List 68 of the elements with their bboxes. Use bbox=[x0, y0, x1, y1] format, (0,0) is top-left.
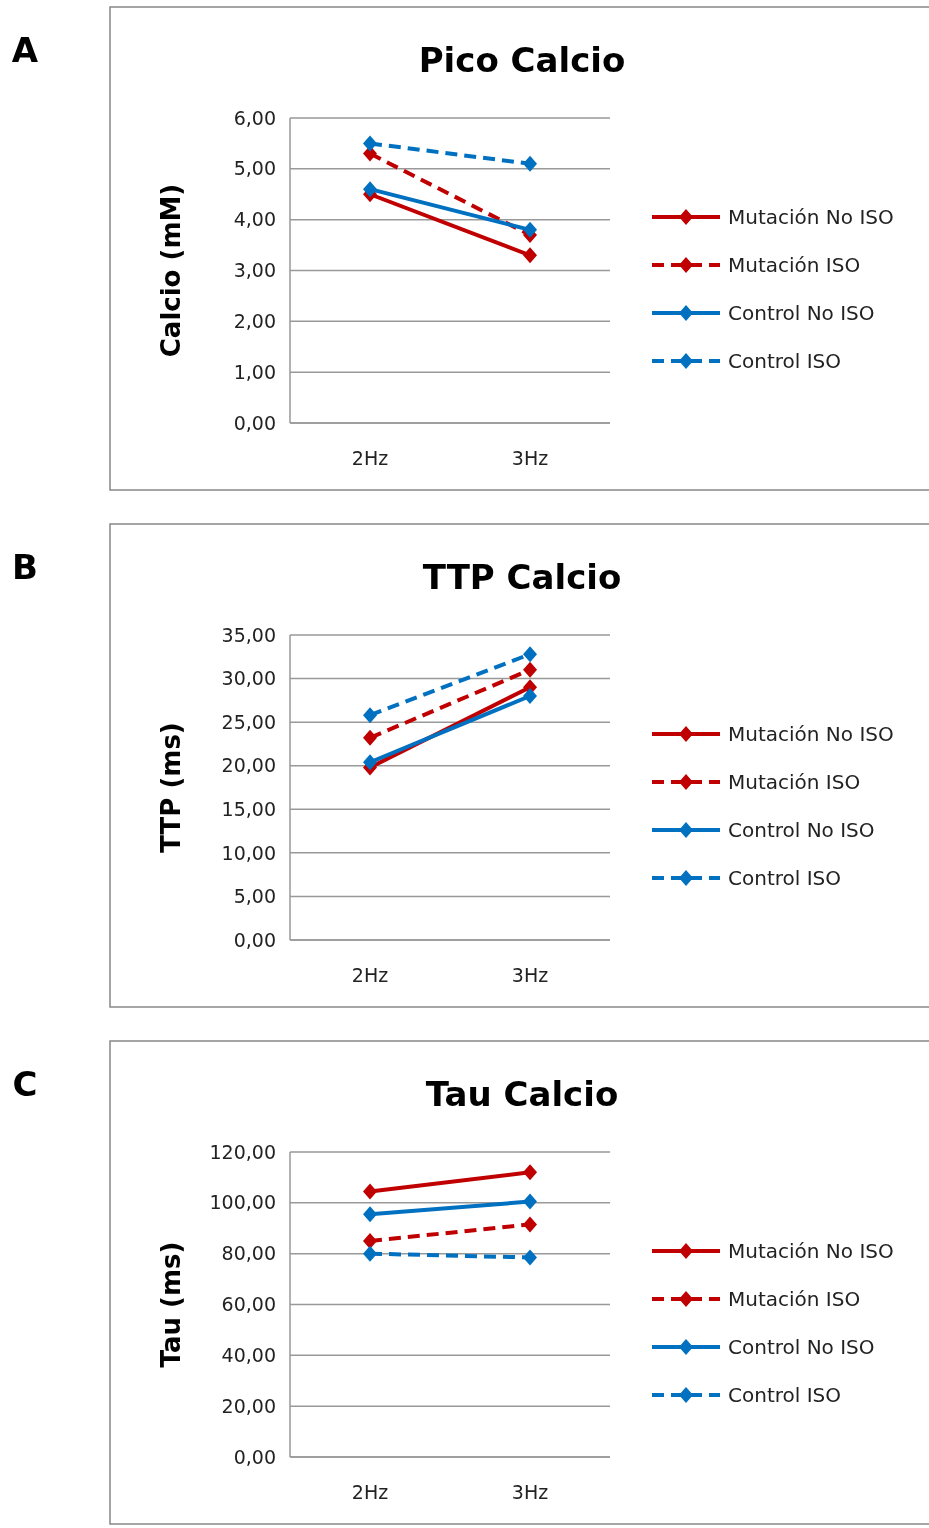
y-tick-label: 6,00 bbox=[233, 106, 276, 129]
y-tick-label: 0,00 bbox=[233, 411, 276, 434]
point bbox=[363, 1183, 377, 1200]
point bbox=[363, 729, 377, 746]
legend-label: Mutación ISO bbox=[728, 770, 861, 794]
legend-label: Control No ISO bbox=[728, 301, 875, 325]
chart-title: TTP Calcio bbox=[422, 557, 622, 597]
point bbox=[363, 707, 377, 724]
y-tick-label: 1,00 bbox=[233, 360, 276, 383]
point bbox=[523, 661, 537, 678]
point bbox=[523, 688, 537, 704]
y-tick-label: 25,00 bbox=[221, 710, 276, 733]
x-tick-label: 3Hz bbox=[511, 1481, 549, 1503]
y-tick-label: 0,00 bbox=[233, 928, 276, 951]
legend-label: Control No ISO bbox=[728, 1335, 875, 1359]
y-tick-label: 40,00 bbox=[221, 1343, 276, 1366]
x-tick-label: 2Hz bbox=[351, 964, 389, 986]
y-tick-label: 35,00 bbox=[221, 623, 276, 646]
y-tick-label: 15,00 bbox=[221, 797, 276, 820]
point bbox=[523, 221, 537, 238]
point bbox=[523, 1164, 537, 1181]
chart-title: Pico Calcio bbox=[418, 40, 626, 80]
point bbox=[363, 1206, 377, 1223]
y-tick-label: 4,00 bbox=[233, 208, 276, 231]
text: A bbox=[11, 30, 39, 70]
point bbox=[523, 1249, 537, 1266]
y-tick-label: 80,00 bbox=[221, 1242, 276, 1265]
y-tick-label: 10,00 bbox=[221, 841, 276, 864]
y-tick-label: 20,00 bbox=[221, 1394, 276, 1417]
x-tick-label: 2Hz bbox=[351, 1481, 389, 1503]
y-axis-title: TTP (ms) bbox=[156, 722, 186, 853]
legend-label: Control ISO bbox=[728, 866, 841, 890]
legend-label: Mutación No ISO bbox=[728, 722, 894, 746]
point bbox=[363, 1245, 377, 1262]
y-tick-label: 3,00 bbox=[233, 259, 276, 282]
y-tick-label: 60,00 bbox=[221, 1293, 276, 1316]
y-axis-title: Tau (ms) bbox=[156, 1241, 186, 1368]
text: C bbox=[12, 1064, 38, 1104]
point bbox=[523, 1216, 537, 1233]
point bbox=[523, 247, 537, 264]
text: B bbox=[12, 547, 38, 587]
y-tick-label: 5,00 bbox=[233, 157, 276, 180]
legend-label: Mutación No ISO bbox=[728, 1239, 894, 1263]
point bbox=[363, 135, 377, 152]
chart-title: Tau Calcio bbox=[425, 1074, 619, 1114]
y-axis-title: Calcio (mM) bbox=[156, 183, 186, 358]
y-tick-label: 0,00 bbox=[233, 1445, 276, 1468]
legend-label: Control ISO bbox=[728, 349, 841, 373]
legend-label: Mutación ISO bbox=[728, 1287, 861, 1311]
legend-label: Control ISO bbox=[728, 1383, 841, 1407]
y-tick-label: 100,00 bbox=[209, 1191, 276, 1214]
point bbox=[363, 754, 377, 771]
y-tick-label: 20,00 bbox=[221, 754, 276, 777]
point bbox=[363, 1232, 377, 1249]
point bbox=[523, 1193, 537, 1210]
y-tick-label: 120,00 bbox=[209, 1140, 276, 1163]
y-tick-label: 30,00 bbox=[221, 667, 276, 690]
y-tick-label: 2,00 bbox=[233, 309, 276, 332]
point bbox=[363, 181, 377, 198]
legend-label: Control No ISO bbox=[728, 818, 875, 842]
x-tick-label: 2Hz bbox=[351, 447, 389, 469]
legend-label: Mutación No ISO bbox=[728, 205, 894, 229]
x-tick-label: 3Hz bbox=[511, 964, 549, 986]
point bbox=[523, 155, 537, 172]
y-tick-label: 5,00 bbox=[233, 885, 276, 908]
legend-label: Mutación ISO bbox=[728, 253, 861, 277]
point bbox=[523, 646, 537, 663]
x-tick-label: 3Hz bbox=[511, 447, 549, 469]
